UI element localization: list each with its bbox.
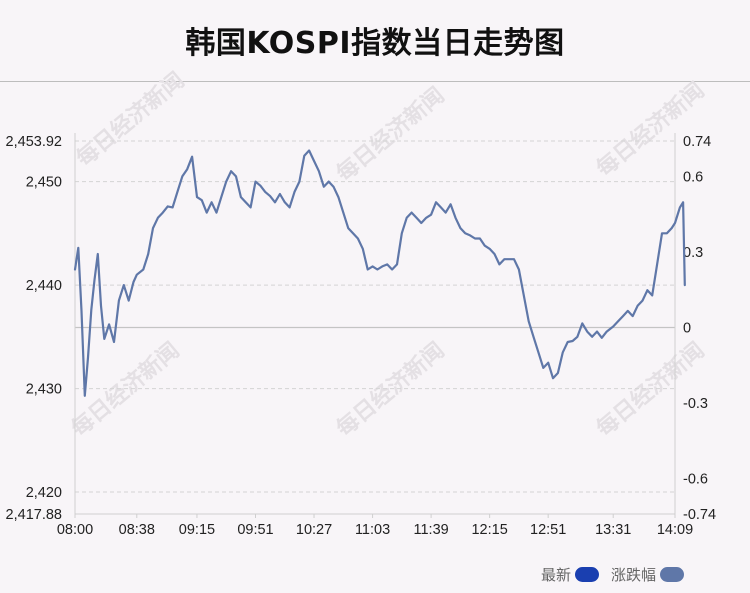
- legend: 最新 涨跌幅: [529, 564, 684, 585]
- y-left-tick-label: 2,450: [26, 175, 62, 191]
- y-left-tick-label: 2,453.92: [6, 134, 62, 150]
- x-tick-label: 12:15: [471, 522, 507, 538]
- y-right-tick-label: -0.74: [683, 507, 716, 523]
- watermark-text: 每日经济新闻: [592, 337, 710, 442]
- y-right-tick-label: -0.6: [683, 472, 708, 488]
- y-right-tick-label: 0.6: [683, 169, 703, 185]
- x-tick-label: 11:39: [413, 522, 448, 538]
- x-tick-label: 11:03: [355, 522, 390, 538]
- x-tick-label: 09:51: [237, 522, 273, 538]
- legend-label: 最新: [540, 566, 571, 584]
- x-tick-label: 12:51: [530, 522, 566, 538]
- x-tick-label: 14:09: [657, 522, 693, 538]
- legend-item[interactable]: 最新: [541, 564, 599, 585]
- x-tick-label: 13:31: [595, 522, 631, 538]
- title-divider: [0, 81, 750, 82]
- watermark-text: 每日经济新闻: [72, 67, 190, 172]
- legend-swatch: [574, 567, 599, 582]
- x-tick-label: 08:38: [119, 522, 155, 538]
- y-left-tick-label: 2,417.88: [6, 507, 62, 523]
- axes-layer: 2,453.92 2,450 2,440 2,430 2,420 2,417.88 0.74…: [6, 133, 716, 538]
- watermark-text: 每日经济新闻: [332, 337, 450, 442]
- y-left-tick-label: 2,440: [26, 278, 62, 294]
- y-right-tick-label: 0.74: [683, 134, 711, 150]
- legend-label: 涨跌幅: [610, 566, 656, 584]
- x-tick-label: 09:15: [179, 522, 215, 538]
- watermark-text: 每日经济新闻: [592, 77, 710, 182]
- legend-swatch: [660, 567, 684, 582]
- series-line-kospi: [73, 149, 686, 397]
- legend-item[interactable]: 涨跌幅: [611, 564, 684, 585]
- series-layer: [73, 149, 686, 397]
- chart-title: 韩国KOSPI指数当日走势图: [185, 26, 565, 61]
- x-tick-label: 08:00: [57, 522, 93, 538]
- y-left-tick-label: 2,430: [26, 382, 62, 398]
- x-tick-label: 10:27: [296, 522, 332, 538]
- y-left-tick-label: 2,420: [26, 485, 62, 501]
- y-right-tick-label: 0: [683, 321, 691, 337]
- y-right-tick-label: 0.3: [683, 245, 703, 261]
- watermark-text: 每日经济新闻: [332, 82, 450, 187]
- y-right-tick-label: -0.3: [683, 396, 708, 412]
